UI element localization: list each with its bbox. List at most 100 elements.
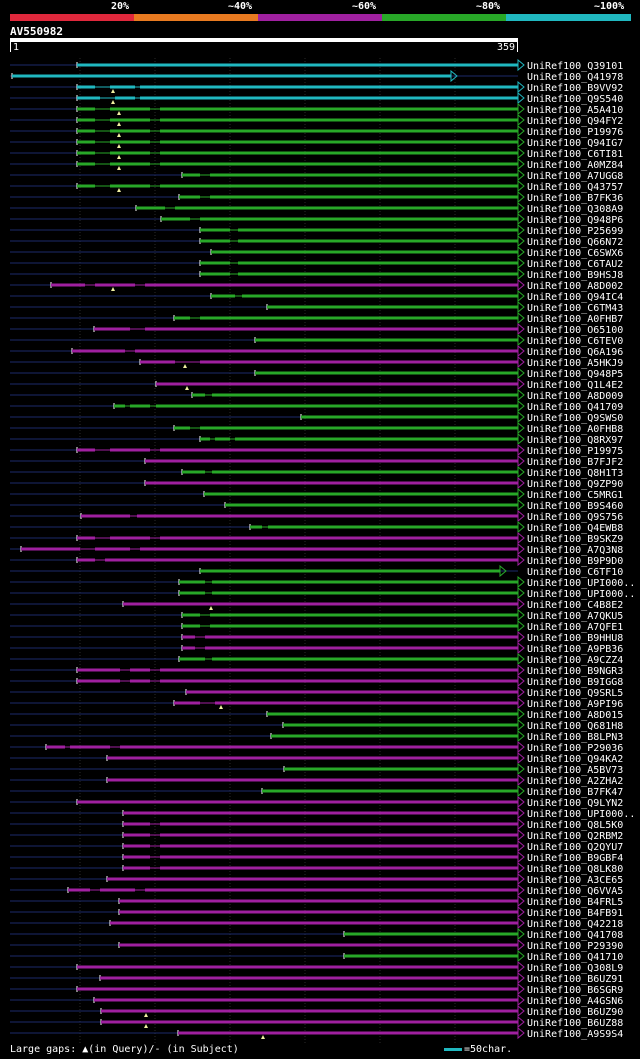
hit-segment [77,679,120,683]
hit-label: UniRef100_B9IGG8 [527,677,623,688]
hit-label: UniRef100_Q4EWB8 [527,523,623,534]
hit-label: UniRef100_A9PB36 [527,644,623,655]
hit-segment [156,382,518,386]
hit-label: UniRef100_C6TM43 [527,303,623,314]
hit-segment [81,514,130,518]
hit-label: UniRef100_Q9LYN2 [527,798,623,809]
hit-label: UniRef100_A7Q3N8 [527,545,623,556]
hit-segment [212,470,518,474]
query-gap-icon [111,287,115,291]
hit-label: UniRef100_Q94IC4 [527,292,623,303]
hit-segment [238,239,518,243]
query-ruler-line [10,38,518,42]
hit-segment [267,305,518,309]
hit-segment [77,558,95,562]
hit-label: UniRef100_B9HHU8 [527,633,623,644]
hit-arrow-icon [517,553,525,567]
hit-arrow-icon [517,883,525,897]
hit-segment [242,294,518,298]
hit-label: UniRef100_Q41978 [527,72,623,83]
hit-arrow-icon [517,223,525,237]
hit-label: UniRef100_A0FHB7 [527,314,623,325]
identity-color-legend: 20% ~40% ~60% ~80% ~100% [10,0,631,22]
hit-segment [77,987,518,991]
hit-arrow-icon [517,410,525,424]
hit-segment [160,118,518,122]
hit-label: UniRef100_A9CZZ4 [527,655,623,666]
hit-segment [200,360,518,364]
hit-segment [145,327,518,331]
hit-label: UniRef100_B9HSJ8 [527,270,623,281]
hit-segment [200,239,230,243]
hit-segment [301,415,518,419]
hit-arrow-icon [517,289,525,303]
hit-label: UniRef100_A8D015 [527,710,623,721]
hit-arrow-icon [517,784,525,798]
hit-label: UniRef100_Q6A196 [527,347,623,358]
hit-arrow-icon [517,509,525,523]
hit-segment [182,173,200,177]
hit-label: UniRef100_Q6VVA5 [527,886,623,897]
query-gap-icon [111,89,115,93]
hit-segment [210,624,518,628]
hit-label: UniRef100_A8D009 [527,391,623,402]
hit-arrow-icon [499,564,507,578]
hit-segment [204,492,518,496]
hit-arrow-icon [517,146,525,160]
hit-segment [135,349,518,353]
hit-label: UniRef100_A7QFE1 [527,622,623,633]
scale-text: =50char. [464,1044,513,1055]
hit-arrow-icon [517,905,525,919]
hit-arrow-icon [517,124,525,138]
legend-label-40: ~40% [228,1,253,12]
hit-segment [77,107,95,111]
hit-segment [344,932,518,936]
hit-arrow-icon [517,949,525,963]
hit-segment [225,503,518,507]
hit-label: UniRef100_A7QKU5 [527,611,623,622]
hit-label: UniRef100_P25699 [527,226,623,237]
hit-label: UniRef100_Q9SRL5 [527,688,623,699]
hit-label: UniRef100_Q308L9 [527,963,623,974]
hit-label: UniRef100_Q8L5K0 [527,820,623,831]
hit-label: UniRef100_C6TI81 [527,149,623,160]
hit-segment [255,338,518,342]
hit-arrow-icon [517,377,525,391]
hit-arrow-icon [517,157,525,171]
hit-segment [145,283,518,287]
hit-arrow-icon [517,817,525,831]
query-gap-icon [117,155,121,159]
hit-label: UniRef100_C6TF10 [527,567,623,578]
hit-segment [130,404,150,408]
hit-label: UniRef100_Q1L4E2 [527,380,623,391]
hit-arrow-icon [517,388,525,402]
hit-segment [160,448,518,452]
hit-segment [94,998,518,1002]
hit-segment [160,184,518,188]
hit-segment [267,712,518,716]
hit-label: UniRef100_P19976 [527,127,623,138]
hit-label: UniRef100_Q2QYU7 [527,842,623,853]
hit-label: UniRef100_Q94FY2 [527,116,623,127]
query-gap-icon [117,133,121,137]
hit-arrow-icon [517,685,525,699]
hit-segment [211,250,518,254]
hit-segment [115,96,135,100]
hit-segment [77,118,95,122]
legend-label-60: ~60% [352,1,377,12]
hit-segment [182,624,200,628]
hit-segment [174,426,190,430]
hit-label: UniRef100_Q8LK80 [527,864,623,875]
hit-segment [179,195,200,199]
hit-label: UniRef100_UPI000.. [527,589,635,600]
hit-segment [77,151,95,155]
query-gap-icon [117,111,121,115]
hit-label: UniRef100_Q948P5 [527,369,623,380]
hit-segment [160,129,518,133]
hit-label: UniRef100_A3CE65 [527,875,623,886]
hit-segment [160,151,518,155]
hit-arrow-icon [517,652,525,666]
hit-arrow-icon [517,531,525,545]
hit-segment [174,701,200,705]
hit-segment [123,866,150,870]
